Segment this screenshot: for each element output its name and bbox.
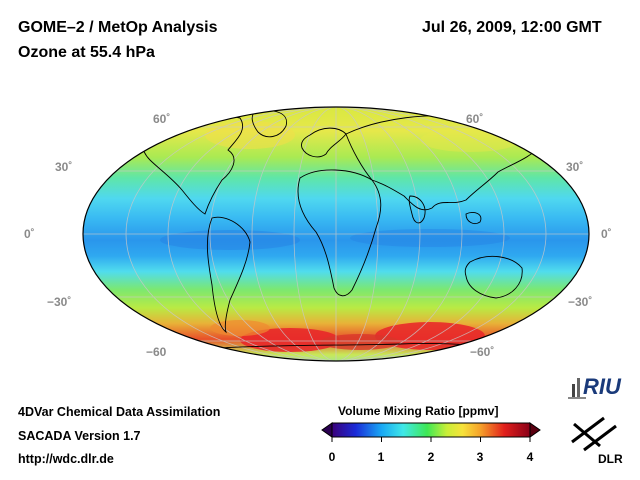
colorbar-gradient [331, 422, 531, 438]
lat-label-left-m30: −30˚ [47, 295, 72, 309]
colorbar-label: Volume Mixing Ratio [ppmv] [338, 404, 499, 418]
riu-logo-text: RIU [583, 374, 621, 399]
riu-logo-mark [568, 378, 586, 399]
colorbar-tick-2: 2 [427, 450, 435, 464]
datetime-label: Jul 26, 2009, 12:00 GMT [422, 19, 602, 36]
title-line2: Ozone at 55.4 hPa [18, 44, 155, 61]
lat-label-left-30: 30˚ [55, 160, 73, 174]
footer-line1: 4DVar Chemical Data Assimilation [18, 405, 221, 419]
lat-label-left-0: 0˚ [24, 227, 35, 241]
footer-line2: SACADA Version 1.7 [18, 429, 141, 443]
dlr-logo-mark [571, 416, 617, 452]
lat-label-left-m60: −60 [146, 345, 167, 359]
lat-label-right-m30: −30˚ [568, 295, 593, 309]
colorbar-tick-0: 0 [328, 450, 336, 464]
lat-label-right-0: 0˚ [601, 227, 612, 241]
lat-label-right-60: 60˚ [466, 112, 484, 126]
colorbar-tick-3: 3 [476, 450, 484, 464]
title-line1: GOME–2 / MetOp Analysis [18, 19, 218, 36]
dlr-logo-text: DLR [598, 452, 623, 466]
lat-label-right-30: 30˚ [566, 160, 584, 174]
colorbar-tick-1: 1 [377, 450, 385, 464]
lat-label-left-60: 60˚ [153, 112, 171, 126]
colorbar-tick-4: 4 [526, 450, 534, 464]
lat-label-right-m60: −60˚ [470, 345, 495, 359]
footer-url: http://wdc.dlr.de [18, 452, 114, 466]
